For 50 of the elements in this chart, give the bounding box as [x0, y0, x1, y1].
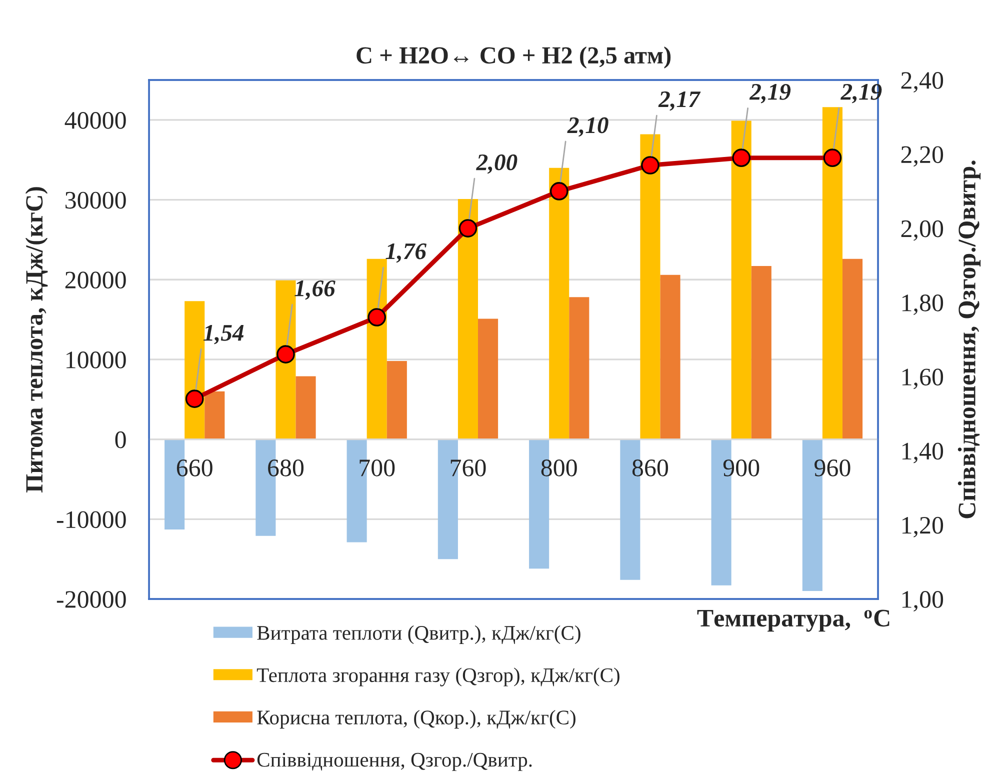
bar — [366, 258, 387, 440]
bar — [731, 120, 752, 440]
x-tick-label: 760 — [450, 459, 486, 476]
y-tick-label: -20000 — [56, 591, 126, 608]
y-tick-label: 0 — [115, 431, 126, 448]
y2-tick-label: 2,00 — [901, 220, 944, 241]
y-tick-label: -10000 — [56, 511, 126, 528]
data-label: 2,10 — [567, 117, 608, 137]
bar — [822, 107, 842, 440]
bar — [569, 297, 590, 440]
data-label: 2,00 — [476, 154, 518, 174]
x-tick-label: 900 — [723, 459, 760, 476]
y2-axis-title: Співвідношення, Qзгор./Qвитр. — [958, 160, 981, 518]
x-tick-label: 860 — [632, 459, 668, 476]
y2-tick-label: 1,00 — [902, 591, 944, 612]
y2-tick-label: 1,60 — [902, 368, 944, 390]
y2-tick-label: 1,20 — [902, 516, 944, 538]
legend-label: Теплота згорання газу (Qзгор), кДж/кг(С) — [256, 668, 620, 686]
x-tick-label: 960 — [814, 459, 850, 476]
bar — [751, 266, 772, 440]
data-label: 2,19 — [749, 84, 791, 104]
y-axis-title: Питома теплота, кДж/(кгС) — [25, 187, 48, 492]
x-tick-label: 800 — [541, 459, 577, 476]
bar — [549, 168, 570, 440]
y-tick-label: 20000 — [65, 272, 126, 289]
data-label: 2,17 — [658, 91, 701, 111]
data-label: 1,76 — [386, 243, 427, 263]
y2-tick-label: 2,40 — [901, 72, 944, 93]
bar — [842, 258, 863, 440]
y2-tick-label: 1,40 — [902, 442, 944, 464]
legend-label: Співвідношення, Qзгор./Qвитр. — [257, 752, 532, 771]
bar — [296, 376, 316, 440]
bar — [204, 391, 225, 440]
bar — [478, 318, 498, 440]
x-tick-label: 700 — [360, 459, 395, 476]
x-tick-label: 660 — [176, 459, 212, 476]
y2-tick-label: 1,80 — [902, 294, 944, 315]
bar — [386, 361, 407, 440]
bar — [640, 134, 660, 440]
bar — [458, 198, 478, 440]
legend-label: Корисна теплота, (Qкор.), кДж/кг(С) — [257, 710, 576, 729]
legend-label: Витрата теплоти (Qвитр.), кДж/кг(С) — [257, 625, 580, 644]
x-tick-label: 680 — [268, 459, 304, 476]
bar — [660, 274, 680, 440]
y-tick-label: 30000 — [66, 192, 126, 209]
x-axis-title: Температура, $^{o}$C — [697, 610, 890, 632]
chart-title: C + H2O↔ CO + H2 (2,5 атм) — [356, 46, 671, 69]
y2-tick-label: 2,20 — [901, 146, 944, 167]
y-tick-label: 40000 — [64, 112, 126, 129]
y-tick-label: 10000 — [66, 352, 126, 368]
